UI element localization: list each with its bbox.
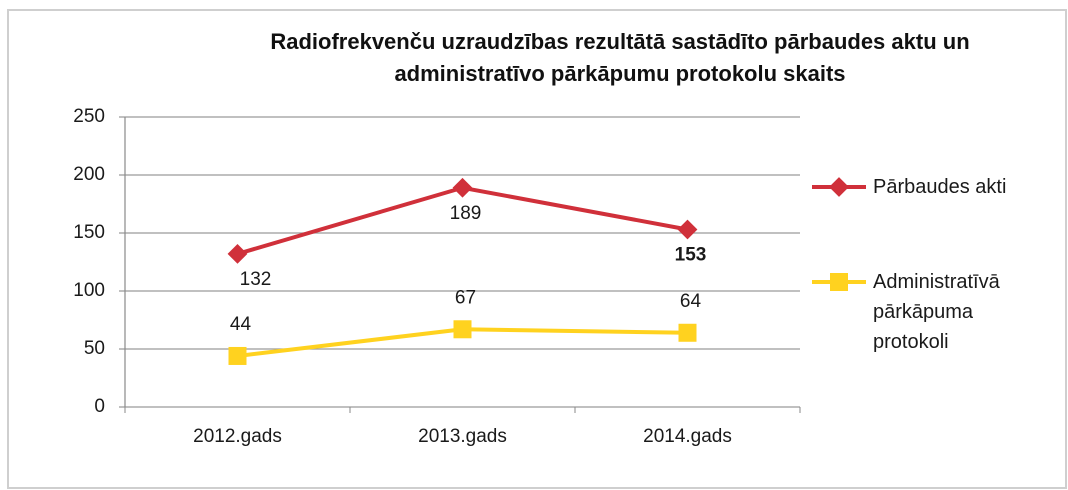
marker: [677, 219, 698, 240]
data-label: 189: [450, 203, 482, 224]
y-tick-label: 250: [73, 106, 105, 127]
y-tick-label: 0: [94, 396, 105, 417]
marker: [228, 346, 247, 365]
legend-marker: [829, 177, 849, 197]
data-label: 64: [680, 291, 702, 312]
y-tick-label: 50: [84, 338, 105, 359]
x-tick-label: 2014.gads: [643, 426, 732, 447]
chart-title: Radiofrekvenču uzraudzības rezultātā sas…: [270, 29, 970, 86]
data-label: 44: [230, 314, 252, 335]
data-label: 153: [675, 245, 707, 266]
legend-label: Pārbaudes akti: [873, 176, 1007, 198]
frame: [7, 9, 1067, 489]
marker: [452, 177, 473, 198]
x-tick-label: 2012.gads: [193, 426, 282, 447]
marker: [453, 320, 472, 339]
marker: [227, 243, 248, 264]
marker: [678, 323, 697, 342]
y-tick-label: 200: [73, 164, 105, 185]
y-tick-label: 100: [73, 280, 105, 301]
data-label: 67: [455, 287, 476, 308]
x-tick-label: 2013.gads: [418, 426, 507, 447]
legend-label: Administratīvā pārkāpuma protokoli: [873, 271, 1000, 353]
y-tick-label: 150: [73, 222, 105, 243]
legend-marker: [830, 273, 848, 291]
data-label: 132: [240, 269, 272, 290]
